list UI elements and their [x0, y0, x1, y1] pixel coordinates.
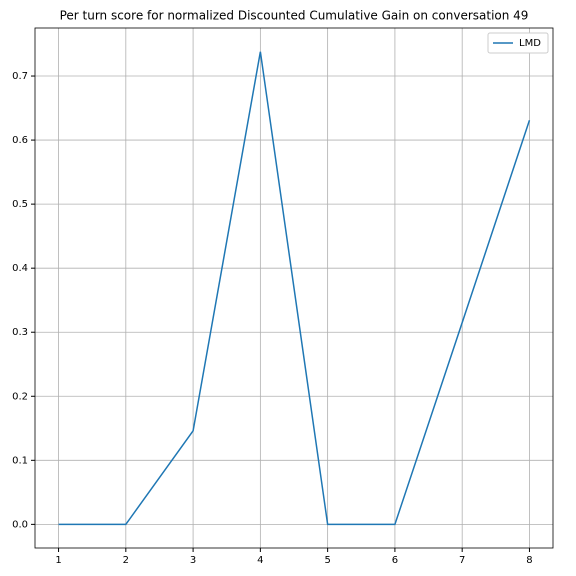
x-tick-label: 4 [257, 555, 263, 566]
x-tick-label: 3 [190, 555, 196, 566]
y-tick-label: 0.1 [12, 455, 28, 466]
legend-box [487, 32, 549, 54]
y-tick-label: 0.3 [12, 327, 28, 338]
chart-title: Per turn score for normalized Discounted… [60, 9, 529, 23]
x-tick-label: 7 [459, 555, 465, 566]
x-tick-label: 8 [526, 555, 532, 566]
legend-label: LMD [519, 38, 541, 49]
y-tick-label: 0.5 [12, 199, 28, 210]
x-tick-label: 5 [324, 555, 330, 566]
plot-frame [34, 27, 554, 549]
y-tick-label: 0.0 [12, 519, 28, 530]
y-tick-label: 0.7 [12, 71, 28, 82]
y-tick-label: 0.6 [12, 135, 28, 146]
x-tick-label: 6 [392, 555, 398, 566]
y-tick-label: 0.4 [12, 263, 28, 274]
y-tick-label: 0.2 [12, 391, 28, 402]
x-tick-label: 2 [123, 555, 129, 566]
line [58, 51, 531, 526]
x-tick-label: 1 [55, 555, 61, 566]
